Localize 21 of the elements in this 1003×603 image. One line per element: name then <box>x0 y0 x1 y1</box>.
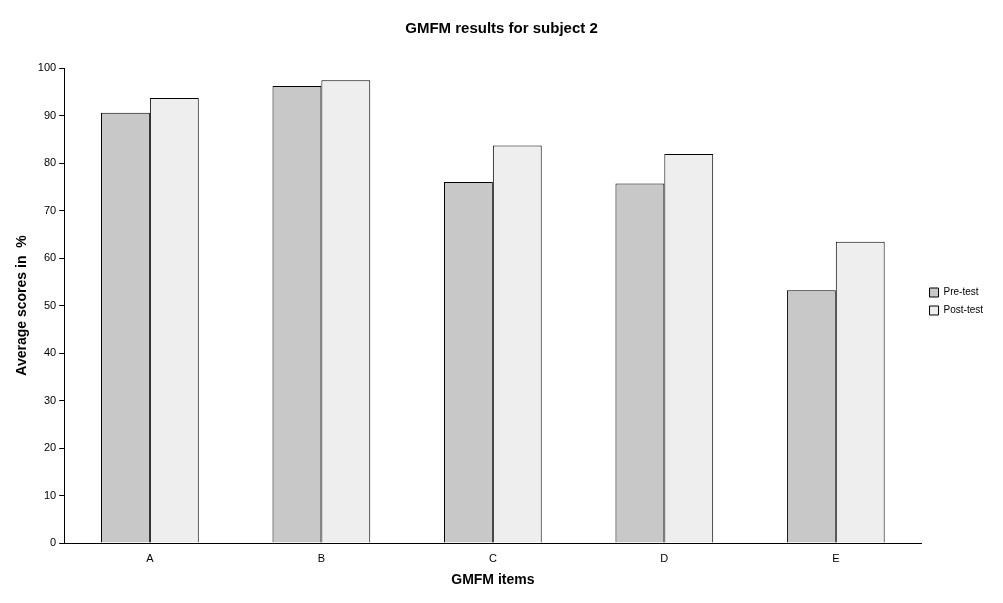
y-axis-title: Average scores in % <box>13 234 30 376</box>
chart-title: GMFM results for subject 2 <box>405 19 598 37</box>
x-tick-label: E <box>832 551 840 564</box>
y-tick-label: 90 <box>43 108 57 121</box>
legend-label: Pre-test <box>943 286 979 298</box>
y-tick-label: 70 <box>43 203 57 216</box>
x-axis-title: GMFM items <box>451 571 535 588</box>
y-tick-label: 20 <box>43 441 57 454</box>
y-tick-label: 30 <box>43 393 57 406</box>
y-tick-label: 10 <box>43 488 57 501</box>
x-tick-label: C <box>488 551 497 564</box>
x-tick-label: A <box>146 551 155 564</box>
y-tick-label: 60 <box>43 251 57 264</box>
y-tick-label: 80 <box>43 156 57 169</box>
y-tick-label: 0 <box>50 536 57 549</box>
y-tick-label: 40 <box>43 346 57 359</box>
x-tick-label: B <box>317 551 326 564</box>
x-tick-label: D <box>660 551 669 564</box>
y-tick-label: 100 <box>37 61 57 74</box>
legend-label: Post-test <box>943 304 984 316</box>
y-tick-label: 50 <box>43 298 57 311</box>
